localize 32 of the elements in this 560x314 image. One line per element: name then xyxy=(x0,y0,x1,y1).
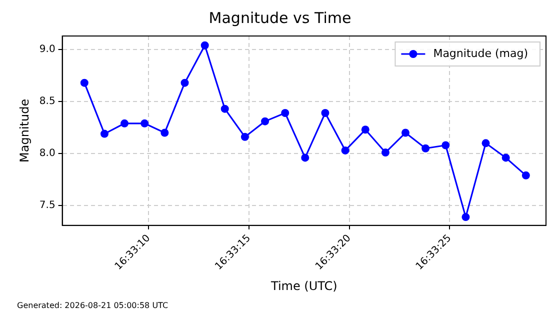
y-tick-label: 9.0 xyxy=(39,44,56,56)
x-axis-title: Time (UTC) xyxy=(270,278,338,293)
point xyxy=(321,108,330,117)
point xyxy=(180,78,189,87)
point xyxy=(442,141,450,150)
point xyxy=(80,78,88,87)
point xyxy=(502,154,510,162)
legend-label: Magnitude (mag) xyxy=(433,46,528,60)
point xyxy=(422,144,430,152)
point xyxy=(281,108,290,117)
point xyxy=(100,130,108,138)
chart-title: Magnitude vs Time xyxy=(208,8,352,27)
point xyxy=(482,139,490,148)
point xyxy=(140,119,149,128)
point xyxy=(261,117,270,126)
point xyxy=(220,104,229,113)
point xyxy=(200,41,209,50)
y-tick-label: 7.5 xyxy=(39,200,56,212)
point xyxy=(522,171,530,180)
point xyxy=(120,119,129,128)
y-axis-title: Magnitude xyxy=(17,98,32,162)
text: Generated: 2026-08-21 05:00:58 UTC xyxy=(17,301,168,310)
point xyxy=(240,132,249,141)
point xyxy=(301,154,310,162)
y-tick-label: 8.5 xyxy=(39,96,56,108)
point xyxy=(341,146,350,154)
point xyxy=(361,126,370,134)
point xyxy=(381,148,390,157)
point xyxy=(401,128,410,137)
y-tick-label: 8.0 xyxy=(39,148,56,160)
point xyxy=(462,213,470,222)
point xyxy=(160,128,169,137)
